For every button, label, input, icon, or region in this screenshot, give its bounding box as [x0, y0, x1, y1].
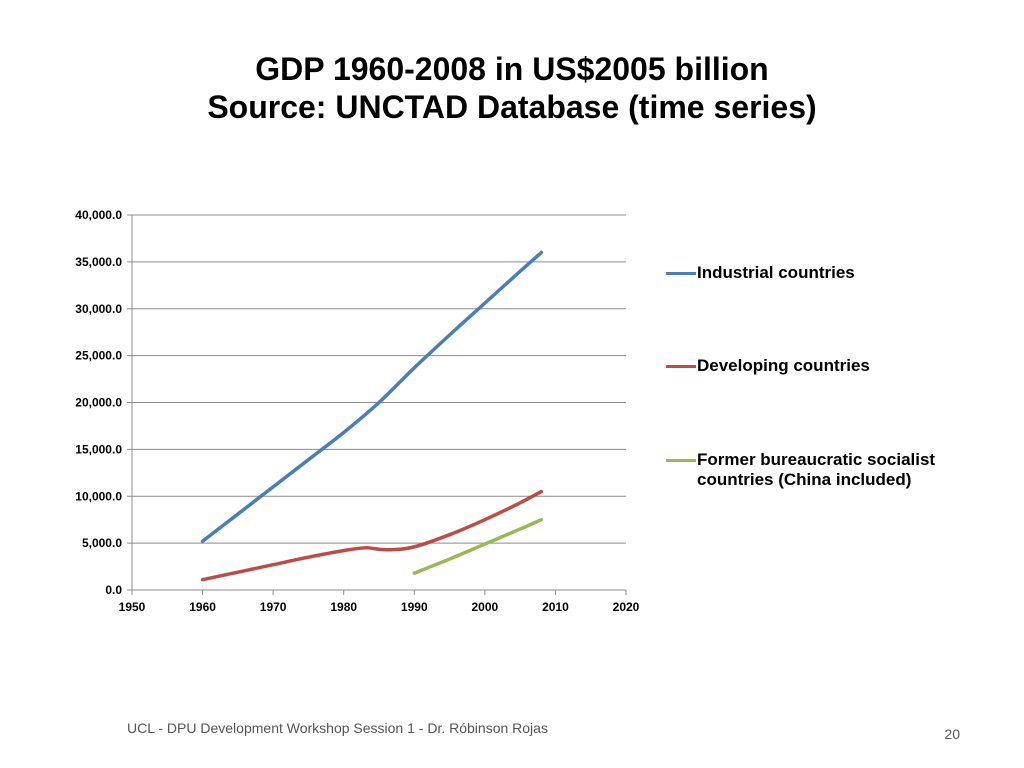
x-tick-label-4: 1990 — [401, 600, 428, 614]
slide-title: GDP 1960-2008 in US$2005 billion Source:… — [0, 50, 1024, 126]
legend-label-developing: Developing countries — [697, 356, 870, 375]
legend-swatch-developing — [666, 365, 696, 368]
legend-swatch-former-socialist — [666, 459, 696, 462]
y-tick-label-3: 15,000.0 — [75, 442, 122, 456]
title-line-1: GDP 1960-2008 in US$2005 billion — [255, 51, 769, 87]
slide-footer: UCL - DPU Development Workshop Session 1… — [127, 720, 548, 736]
legend-label-industrial: Industrial countries — [697, 263, 855, 282]
y-tick-label-5: 25,000.0 — [75, 349, 122, 363]
y-tick-label-7: 35,000.0 — [75, 255, 122, 269]
y-tick-label-0: 0.0 — [105, 583, 122, 597]
x-tick-label-1: 1960 — [189, 600, 216, 614]
x-tick-label-3: 1980 — [330, 600, 357, 614]
y-tick-label-1: 5,000.0 — [82, 536, 122, 550]
x-tick-label-7: 2020 — [613, 600, 640, 614]
x-tick-label-2: 1970 — [260, 600, 287, 614]
y-tick-label-2: 10,000.0 — [75, 489, 122, 503]
y-tick-label-4: 20,000.0 — [75, 396, 122, 410]
legend-swatch-industrial — [666, 272, 696, 275]
x-tick-label-5: 2000 — [472, 600, 499, 614]
y-tick-label-8: 40,000.0 — [75, 208, 122, 222]
series-line-developing — [200, 489, 544, 582]
y-tick-label-6: 30,000.0 — [75, 302, 122, 316]
title-line-2: Source: UNCTAD Database (time series) — [207, 89, 817, 125]
legend-label-former-socialist: Former bureaucratic socialist countries … — [697, 450, 936, 489]
series-line-former-socialist — [412, 517, 544, 575]
x-tick-label-0: 1950 — [119, 600, 146, 614]
x-tick-label-6: 2010 — [542, 600, 569, 614]
series-line-industrial — [200, 250, 544, 543]
page-number: 20 — [944, 726, 960, 742]
